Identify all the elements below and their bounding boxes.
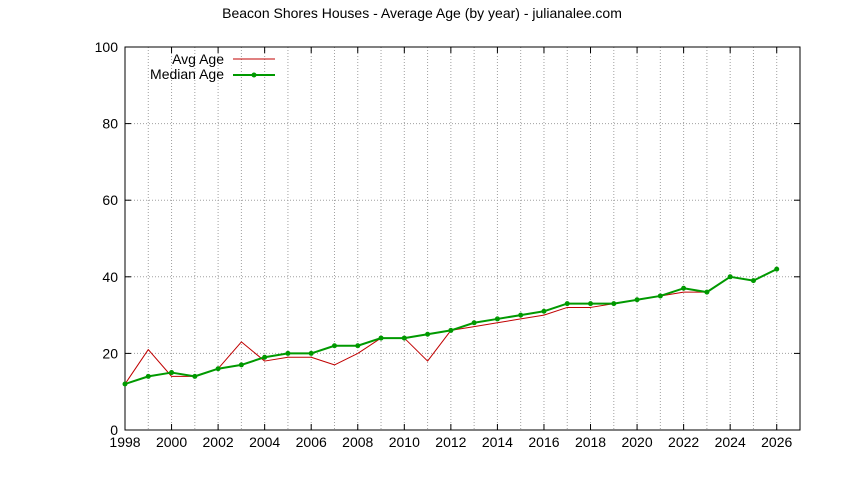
data-point-median-age	[704, 289, 710, 295]
data-point-median-age	[145, 373, 151, 379]
data-point-median-age	[192, 373, 198, 379]
data-point-median-age	[541, 308, 547, 314]
y-tick-label: 80	[102, 116, 118, 132]
x-tick-label: 2000	[156, 434, 187, 450]
data-point-median-age	[308, 350, 314, 356]
axis-ticks: 1998 2000 2002 2004 2006 2008 2010 2012 2014 2016…	[95, 39, 800, 450]
data-point-median-age	[774, 266, 780, 272]
data-point-median-age	[262, 354, 268, 360]
data-point-median-age	[657, 293, 663, 299]
data-point-median-age	[331, 343, 337, 349]
x-tick-label: 2006	[296, 434, 327, 450]
data-point-median-age	[588, 301, 594, 307]
data-point-median-age	[471, 320, 477, 326]
y-tick-label: 40	[102, 269, 118, 285]
data-point-median-age	[634, 297, 640, 303]
legend: Avg Age Median Age	[150, 51, 275, 82]
x-tick-label: 2018	[575, 434, 606, 450]
x-tick-label: 2026	[761, 434, 792, 450]
data-point-median-age	[425, 331, 431, 337]
data-point-median-age	[122, 381, 128, 387]
series-group	[122, 266, 780, 387]
data-point-median-age	[681, 285, 687, 291]
x-tick-label: 2024	[715, 434, 746, 450]
data-point-median-age	[378, 335, 384, 341]
data-point-median-age	[169, 370, 175, 376]
data-point-median-age	[518, 312, 524, 318]
x-tick-label: 2004	[249, 434, 280, 450]
data-point-median-age	[238, 362, 244, 368]
data-point-median-age	[750, 278, 756, 284]
data-point-median-age	[727, 274, 733, 280]
x-tick-label: 2010	[389, 434, 420, 450]
data-point-median-age	[215, 366, 221, 372]
chart-title: Beacon Shores Houses - Average Age (by y…	[222, 5, 622, 21]
legend-label-avg-age: Avg Age	[172, 51, 224, 67]
data-point-median-age	[611, 301, 617, 307]
x-tick-label: 2020	[621, 434, 652, 450]
legend-marker-median-age	[251, 72, 257, 78]
data-point-median-age	[355, 343, 361, 349]
legend-label-median-age: Median Age	[150, 66, 224, 82]
y-tick-label: 60	[102, 192, 118, 208]
data-point-median-age	[448, 327, 454, 333]
x-tick-label: 2014	[482, 434, 513, 450]
x-tick-label: 2016	[528, 434, 559, 450]
x-tick-label: 2008	[342, 434, 373, 450]
x-tick-label: 2002	[203, 434, 234, 450]
y-tick-label: 100	[95, 39, 119, 55]
y-tick-label: 0	[110, 422, 118, 438]
grid	[125, 47, 800, 430]
x-tick-label: 2022	[668, 434, 699, 450]
x-tick-label: 1998	[109, 434, 140, 450]
plot-frame	[124, 46, 801, 431]
data-point-median-age	[285, 350, 291, 356]
y-tick-label: 20	[102, 345, 118, 361]
data-point-median-age	[401, 335, 407, 341]
data-point-median-age	[494, 316, 500, 322]
x-tick-label: 2012	[435, 434, 466, 450]
data-point-median-age	[564, 301, 570, 307]
